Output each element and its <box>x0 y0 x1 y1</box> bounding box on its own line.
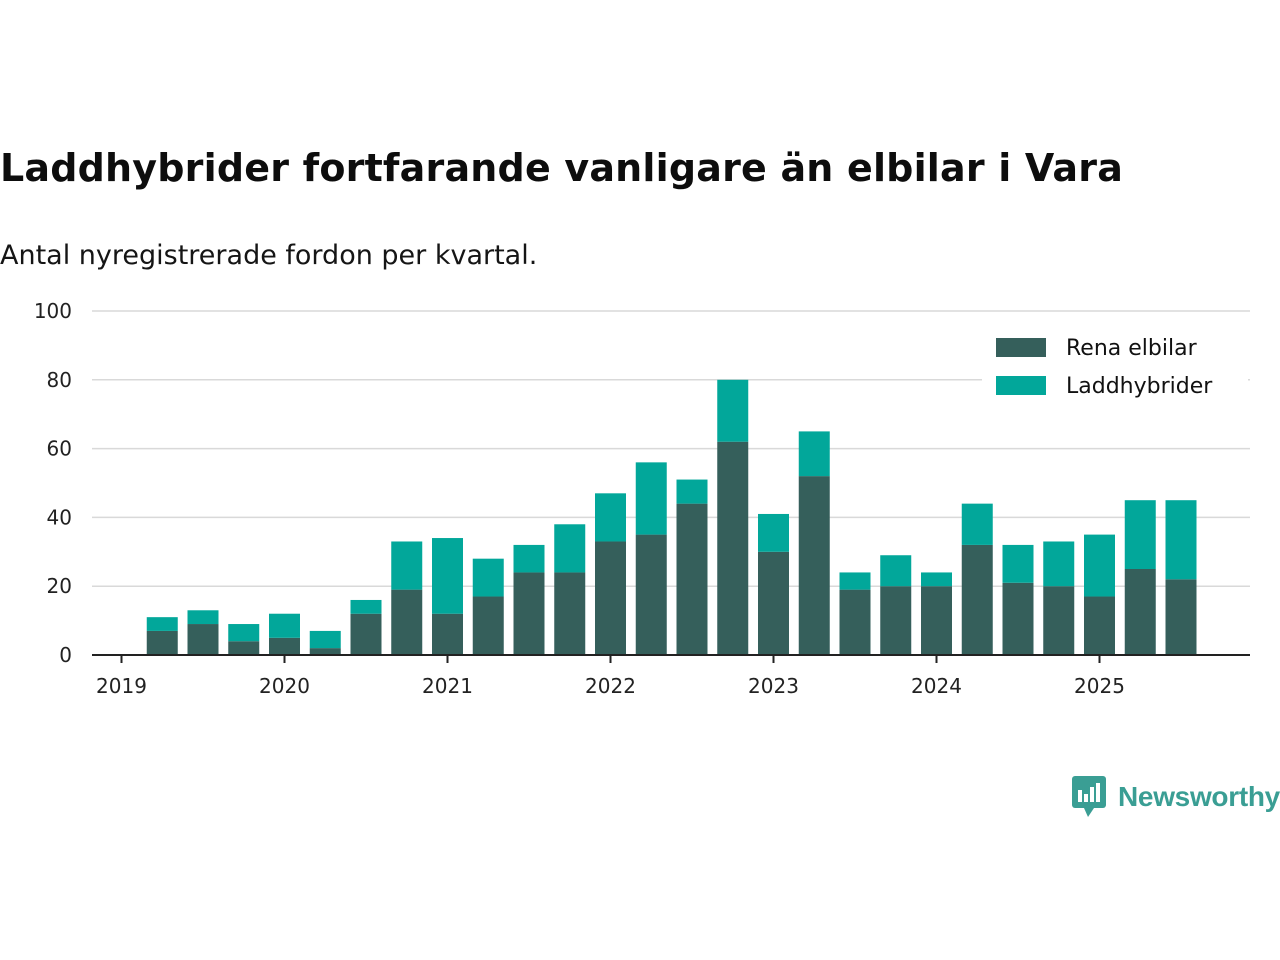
bar-laddhybrider <box>350 599 382 614</box>
y-tick-label: 0 <box>59 643 72 667</box>
bar-rena-elbilar <box>187 624 219 655</box>
bar-laddhybrider <box>513 544 545 573</box>
bar-rena-elbilar <box>350 613 382 655</box>
bar-laddhybrider <box>472 558 504 597</box>
bar-laddhybrider <box>798 431 830 477</box>
bar-laddhybrider <box>228 624 260 642</box>
bar-rena-elbilar <box>595 541 626 655</box>
bar-laddhybrider <box>554 524 586 573</box>
legend: Rena elbilar Laddhybrider <box>982 326 1248 406</box>
x-tick-label: 2021 <box>422 674 473 698</box>
x-tick-label: 2020 <box>259 674 310 698</box>
newsworthy-brand: Newsworthy <box>1072 776 1280 818</box>
newsworthy-logo-icon <box>1072 776 1106 817</box>
bar-rena-elbilar <box>758 551 789 655</box>
x-tick-label: 2023 <box>748 674 799 698</box>
bar-laddhybrider <box>839 572 871 590</box>
chart-title: Laddhybrider fortfarande vanligare än el… <box>0 146 1124 190</box>
x-tick-label: 2022 <box>585 674 636 698</box>
bar-rena-elbilar <box>432 613 463 655</box>
legend-swatch <box>996 338 1046 357</box>
y-tick-label: 20 <box>47 574 72 598</box>
x-tick-label: 2024 <box>911 674 962 698</box>
bar-rena-elbilar <box>839 589 871 655</box>
brand-name: Newsworthy <box>1118 781 1280 812</box>
bar-rena-elbilar <box>269 637 300 655</box>
bar-laddhybrider <box>880 555 912 587</box>
bar-rena-elbilar <box>676 503 708 655</box>
bar-laddhybrider <box>269 613 300 638</box>
bar-laddhybrider <box>187 610 219 625</box>
bar-laddhybrider <box>635 462 667 535</box>
y-tick-label: 80 <box>47 368 72 392</box>
bar-rena-elbilar <box>309 648 341 655</box>
bar-rena-elbilar <box>1084 596 1115 655</box>
bar-rena-elbilar <box>472 596 504 655</box>
x-axis: 2019 2020 2021 2022 2023 2024 2025 <box>92 654 1250 698</box>
bar-rena-elbilar <box>228 641 260 655</box>
bar-laddhybrider <box>921 572 952 587</box>
bar-rena-elbilar <box>1124 569 1156 655</box>
bar-rena-elbilar <box>717 441 749 655</box>
y-tick-label: 60 <box>47 437 72 461</box>
bar-laddhybrider <box>1165 500 1197 580</box>
bar-rena-elbilar <box>1043 586 1075 655</box>
bar-laddhybrider <box>432 538 463 614</box>
bar-laddhybrider <box>717 379 749 442</box>
bar-rena-elbilar <box>513 572 545 655</box>
bar-rena-elbilar <box>554 572 586 655</box>
bar-laddhybrider <box>146 617 178 631</box>
bar-laddhybrider <box>1124 500 1156 569</box>
bar-rena-elbilar <box>1165 579 1197 655</box>
bar-rena-elbilar <box>880 586 912 655</box>
legend-swatch <box>996 376 1046 395</box>
bar-laddhybrider <box>758 513 789 552</box>
legend-label: Rena elbilar <box>1066 336 1198 361</box>
bar-laddhybrider <box>961 503 993 545</box>
bar-rena-elbilar <box>1002 582 1034 655</box>
bar-rena-elbilar <box>391 589 423 655</box>
legend-label: Laddhybrider <box>1066 374 1213 399</box>
bar-laddhybrider <box>1002 544 1034 583</box>
bar-rena-elbilar <box>635 534 667 655</box>
bar-laddhybrider <box>1043 541 1075 587</box>
bar-laddhybrider <box>595 493 626 542</box>
bar-rena-elbilar <box>961 544 993 655</box>
y-tick-label: 100 <box>34 299 72 323</box>
bar-laddhybrider <box>309 630 341 649</box>
bar-laddhybrider <box>1084 534 1115 597</box>
bar-rena-elbilar <box>798 476 830 655</box>
stacked-bar-chart: 0 20 40 60 80 100 2019 2020 2021 2022 2023 2024 202… <box>34 299 1250 698</box>
x-tick-label: 2025 <box>1074 674 1125 698</box>
x-tick-label: 2019 <box>96 674 147 698</box>
bar-laddhybrider <box>676 479 708 504</box>
bar-laddhybrider <box>391 541 423 590</box>
bar-rena-elbilar <box>146 630 178 655</box>
y-tick-label: 40 <box>47 505 72 529</box>
y-axis-ticks: 0 20 40 60 80 100 <box>34 299 72 667</box>
bars <box>146 379 1197 655</box>
bar-rena-elbilar <box>921 586 952 655</box>
chart-subtitle: Antal nyregistrerade fordon per kvartal. <box>0 240 538 271</box>
